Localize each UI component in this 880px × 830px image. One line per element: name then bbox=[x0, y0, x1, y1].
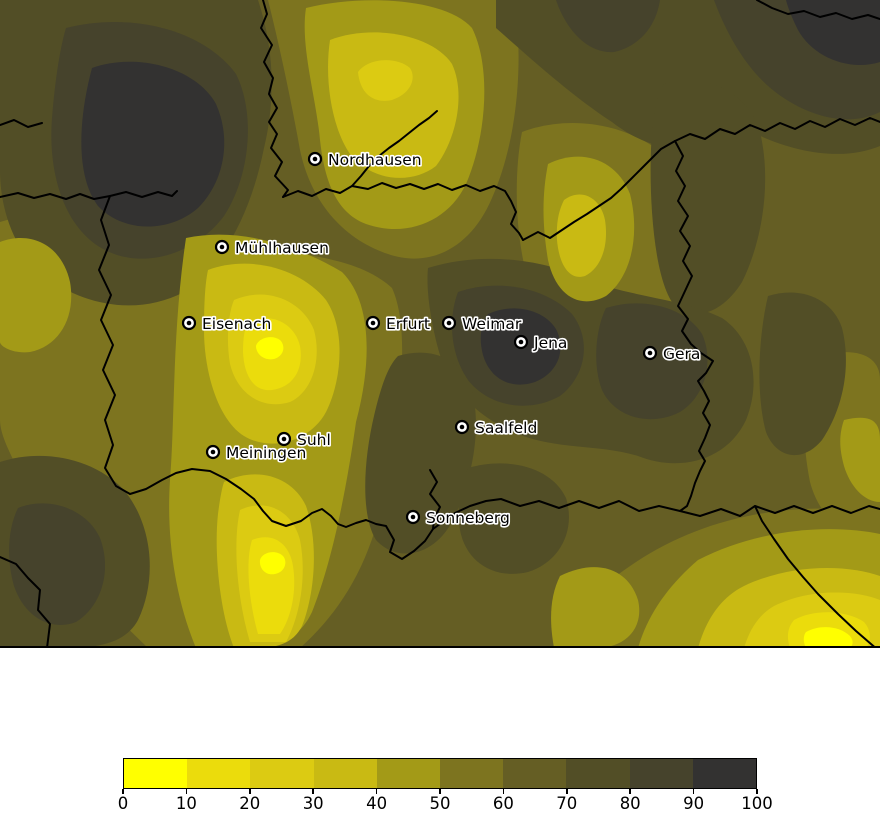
legend-tickmark bbox=[122, 789, 124, 794]
city-label: Suhl bbox=[297, 431, 331, 449]
legend-swatch-40-50 bbox=[376, 759, 441, 788]
legend-tick-label: 90 bbox=[683, 794, 705, 813]
city-label: Eisenach bbox=[202, 315, 271, 333]
legend-tickmark bbox=[692, 789, 695, 794]
legend-swatch-70-80 bbox=[566, 759, 630, 788]
city-label: Weimar bbox=[462, 315, 522, 333]
city-marker-dot bbox=[281, 436, 287, 442]
city-mhlhausen: Mühlhausen bbox=[214, 237, 331, 259]
city-nordhausen: Nordhausen bbox=[307, 149, 423, 171]
city-label: Mühlhausen bbox=[235, 239, 329, 257]
state-borders bbox=[0, 0, 880, 648]
city-marker-dot bbox=[370, 320, 376, 326]
city-weimar: Weimar bbox=[441, 313, 523, 335]
legend-tick-label: 60 bbox=[492, 794, 514, 813]
city-label: Gera bbox=[663, 345, 700, 363]
city-label: Nordhausen bbox=[328, 151, 422, 169]
legend-tickmark bbox=[502, 789, 505, 794]
city-label: Jena bbox=[533, 334, 567, 352]
legend-tick-label: 50 bbox=[429, 794, 451, 813]
city-marker-dot bbox=[186, 320, 192, 326]
city-marker-dot bbox=[518, 339, 524, 345]
legend-tick-label: 30 bbox=[302, 794, 324, 813]
city-saalfeld: Saalfeld bbox=[454, 417, 539, 439]
cloud-cover-map: Nordhausen Mühlhausen Eisenach Erfurt Weimar… bbox=[0, 0, 880, 648]
legend-tickmark bbox=[375, 789, 378, 794]
legend-swatch-80-90 bbox=[629, 759, 693, 788]
legend-tickmark bbox=[312, 789, 314, 794]
legend-tick-label: 70 bbox=[556, 794, 578, 813]
legend-swatch-60-70 bbox=[503, 759, 567, 788]
legend-swatch-90-100 bbox=[692, 759, 757, 788]
city-marker-dot bbox=[210, 449, 216, 455]
legend-tick-label: 0 bbox=[117, 794, 129, 813]
city-markers: Nordhausen Mühlhausen Eisenach Erfurt Weimar… bbox=[181, 149, 702, 529]
city-label: Erfurt bbox=[386, 315, 430, 333]
city-eisenach: Eisenach bbox=[181, 313, 273, 335]
city-label: Saalfeld bbox=[475, 419, 537, 437]
legend-swatch-30-40 bbox=[313, 759, 377, 788]
legend-tick-label: 40 bbox=[366, 794, 388, 813]
legend-swatch-20-30 bbox=[250, 759, 314, 788]
city-marker-dot bbox=[446, 320, 452, 326]
legend-tickmark bbox=[185, 789, 188, 794]
city-sonneberg: Sonneberg bbox=[405, 507, 511, 529]
legend-tick-label: 10 bbox=[175, 794, 197, 813]
city-marker-dot bbox=[312, 156, 318, 162]
legend-tick-label: 80 bbox=[619, 794, 641, 813]
city-gera: Gera bbox=[642, 343, 702, 365]
city-marker-dot bbox=[219, 244, 225, 250]
legend-tickmark bbox=[439, 789, 441, 794]
city-suhl: Suhl bbox=[276, 429, 332, 451]
legend-tickmark bbox=[566, 789, 568, 794]
city-erfurt: Erfurt bbox=[365, 313, 432, 335]
city-label: Meiningen bbox=[226, 444, 306, 462]
city-marker-dot bbox=[459, 424, 465, 430]
legend-tickmark bbox=[249, 789, 251, 794]
legend-tick-label: 100 bbox=[741, 794, 773, 813]
legend-swatch-0-10 bbox=[124, 759, 188, 788]
color-scale-bar bbox=[123, 758, 757, 789]
city-label: Sonneberg bbox=[426, 509, 510, 527]
city-jena: Jena bbox=[513, 332, 569, 354]
city-marker-dot bbox=[647, 350, 653, 356]
city-meiningen: Meiningen bbox=[205, 442, 308, 464]
legend-swatch-50-60 bbox=[440, 759, 504, 788]
city-marker-dot bbox=[410, 514, 416, 520]
legend-swatch-10-20 bbox=[187, 759, 251, 788]
legend-tickmark bbox=[756, 789, 758, 794]
legend-tick-label: 20 bbox=[239, 794, 261, 813]
map-caption-area: Gesamtbewölkung (in %) Modell: ICON-EU 1… bbox=[0, 648, 880, 748]
legend-tickmark bbox=[629, 789, 631, 794]
